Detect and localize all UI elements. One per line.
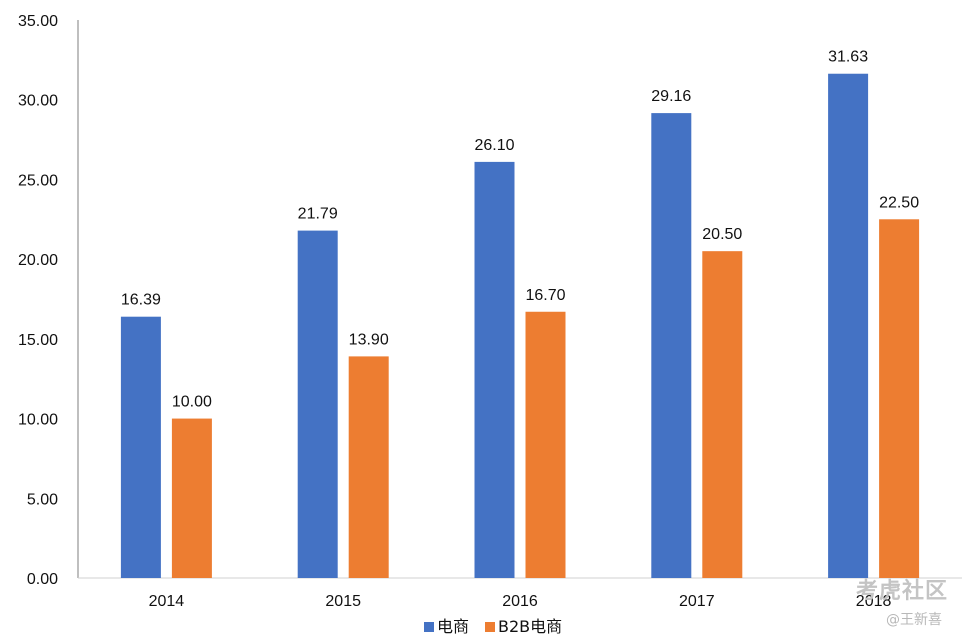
bar-ecommerce-2017 [651, 113, 692, 578]
watermark-main: 考虎社区 [855, 579, 948, 604]
data-label: 26.10 [474, 137, 514, 154]
legend-label: 电商 [437, 617, 469, 636]
data-label: 13.90 [349, 331, 389, 348]
y-tick-label: 10.00 [18, 412, 58, 429]
y-axis-ticks: 0.00 5.00 10.00 15.00 20.00 25.00 30.00 35.00 [18, 13, 58, 588]
legend-swatch [424, 622, 434, 632]
legend-label: B2B电商 [498, 617, 562, 636]
bar-ecommerce-2016 [474, 161, 515, 579]
watermark-sub: @王新喜 [886, 612, 942, 628]
x-tick-label: 2017 [679, 593, 715, 610]
x-tick-label: 2015 [325, 593, 361, 610]
y-tick-label: 35.00 [18, 13, 58, 30]
y-tick-label: 20.00 [18, 252, 58, 269]
y-tick-label: 25.00 [18, 172, 58, 189]
y-tick-label: 15.00 [18, 332, 58, 349]
bars-group: 16.39 10.00 21.79 13.90 26.10 16.70 29.16 20.50… [120, 49, 920, 579]
data-label: 31.63 [828, 49, 868, 66]
legend: 电商 B2B电商 [424, 617, 562, 636]
y-tick-label: 30.00 [18, 93, 58, 110]
data-label: 21.79 [298, 206, 338, 223]
legend-swatch [485, 622, 495, 632]
y-tick-label: 0.00 [27, 571, 58, 588]
bar-ecommerce-2015 [297, 230, 338, 578]
bar-b2b-2015 [348, 356, 389, 578]
data-label: 16.70 [525, 287, 565, 304]
x-tick-label: 2014 [149, 593, 185, 610]
bar-b2b-2014 [171, 418, 212, 578]
data-label: 22.50 [879, 194, 919, 211]
bar-b2b-2016 [525, 311, 566, 578]
bar-b2b-2018 [879, 219, 920, 579]
data-label: 16.39 [121, 292, 161, 309]
bar-ecommerce-2014 [120, 316, 161, 578]
bar-ecommerce-2018 [828, 73, 869, 579]
bar-b2b-2017 [702, 251, 743, 578]
y-tick-label: 5.00 [27, 491, 58, 508]
data-label: 20.50 [702, 226, 742, 243]
data-label: 29.16 [651, 88, 691, 105]
x-tick-label: 2016 [502, 593, 538, 610]
x-tick-label: 2018 [856, 593, 892, 610]
x-axis-ticks: 2014 2015 2016 2017 2018 [149, 593, 892, 610]
data-label: 10.00 [172, 394, 212, 411]
